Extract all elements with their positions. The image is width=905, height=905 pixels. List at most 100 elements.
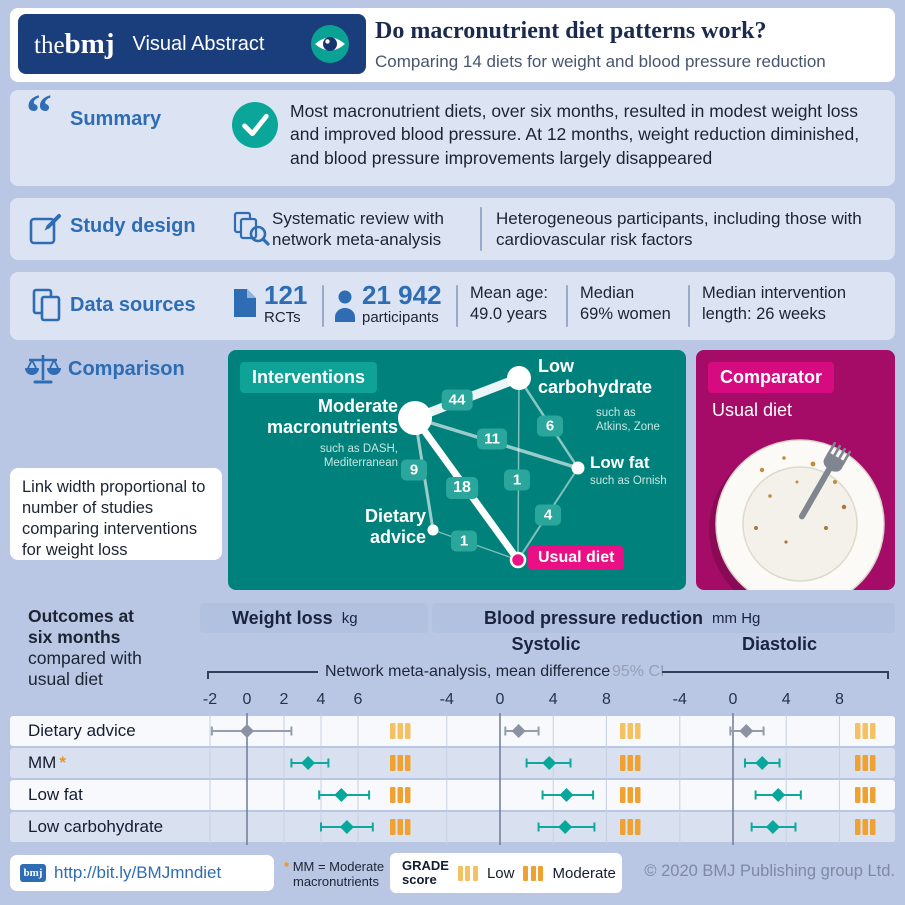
summary-text: Most macronutrient diets, over six month…	[290, 101, 860, 168]
table-row: Low carbohydrate	[10, 812, 895, 842]
label-line: Mediterranean	[323, 457, 398, 469]
blood-pressure-header: Blood pressure reduction mm Hg	[432, 603, 895, 633]
svg-text:0: 0	[729, 691, 738, 708]
sublabel-lf: such as Ornish	[590, 475, 667, 487]
label-low-carbohydrate: Low carbohydrate	[538, 356, 652, 398]
row-label-text: MM	[28, 753, 57, 772]
study-method: Systematic review with network meta-anal…	[272, 209, 444, 250]
ci-bracket-left	[207, 671, 318, 673]
footer-link-box: bmj http://bit.ly/BMJmndiet	[10, 855, 274, 891]
node-usual-diet	[509, 551, 527, 569]
svg-text:4: 4	[782, 691, 791, 708]
label-dietary-advice: Dietary advice	[365, 506, 426, 548]
comparator-text: Usual diet	[712, 400, 793, 420]
svg-text:2: 2	[280, 691, 289, 708]
note-text: Link width proportional to number of stu…	[22, 478, 206, 560]
fork-icon	[798, 441, 852, 520]
link-count-da-ud: 1	[451, 530, 477, 552]
intro-line: Outcomes at	[28, 606, 134, 626]
study-design-label: Study design	[70, 215, 196, 237]
logo-the: the	[34, 31, 65, 59]
label-line: such as	[596, 407, 636, 419]
grade-legend: GRADE score Low Moderate	[390, 853, 622, 893]
study-population: Heterogeneous participants, including th…	[496, 209, 862, 250]
svg-text:-2: -2	[203, 691, 217, 708]
footnote-marker: *	[59, 753, 66, 772]
link-count-mm-lf: 11	[477, 428, 507, 450]
weight-loss-title: Weight loss	[232, 607, 333, 628]
label-moderate-macronutrients: Moderate macronutrients	[267, 396, 398, 438]
intro-line: compared with	[28, 648, 142, 668]
search-documents-icon	[233, 211, 270, 246]
rcts-unit: RCTs	[264, 309, 301, 326]
stat-women: Median 69% women	[580, 283, 671, 324]
ci-bracket-tick	[207, 671, 209, 679]
bmj-logo-box: thebmj Visual Abstract	[18, 14, 366, 74]
participants-count: 21 942	[362, 280, 442, 310]
footnote-text: macronutrients	[293, 874, 379, 889]
header: thebmj Visual Abstract Do macronutrient …	[10, 8, 895, 82]
table-row: MM *	[10, 748, 895, 778]
documents-icon	[32, 288, 61, 322]
pencil-icon	[29, 214, 61, 245]
table-row: Low fat	[10, 780, 895, 810]
comparator-panel: Comparator Usual diet	[696, 350, 895, 590]
stat-line: Median	[580, 284, 635, 302]
logo-bmj: bmj	[64, 27, 115, 60]
data-sources-section: Data sources 121 RCTs 21 942 participant…	[10, 272, 895, 340]
study-design-section: Study design Systematic review with netw…	[10, 198, 895, 260]
divider	[322, 285, 324, 327]
link-count-mm-da: 9	[401, 459, 427, 481]
svg-text:6: 6	[354, 691, 363, 708]
link-count-lc-ud: 1	[504, 469, 530, 491]
weight-loss-header: Weight loss kg	[200, 603, 428, 633]
svg-text:0: 0	[243, 691, 252, 708]
table-row: Dietary advice	[10, 716, 895, 746]
intro-line: six months	[28, 627, 121, 647]
bmj-logo: thebmj	[34, 28, 115, 61]
sublabel-mm: such as DASH, Mediterranean	[320, 442, 398, 470]
ci-label: 95% CI	[612, 663, 665, 680]
link-count-mm-ud: 18	[446, 477, 478, 499]
systolic-label: Systolic	[511, 634, 581, 654]
row-label-low-carbohydrate: Low carbohydrate	[28, 817, 164, 836]
svg-text:8: 8	[602, 691, 611, 708]
link-count-lf-ud: 4	[535, 504, 561, 526]
usual-diet-chip: Usual diet	[528, 546, 625, 570]
footnote-marker: *	[284, 859, 290, 874]
svg-text:-4: -4	[440, 691, 454, 708]
label-line: Dietary	[364, 506, 426, 526]
meta-analysis-caption: Network meta-analysis, mean difference	[325, 663, 611, 680]
scales-icon	[25, 355, 61, 384]
label-line: macronutrients	[266, 417, 398, 437]
node-low-carbohydrate	[507, 366, 531, 390]
svg-text:-4: -4	[673, 691, 687, 708]
participants-unit: participants	[362, 309, 439, 326]
divider	[688, 285, 690, 327]
ci-bracket-tick	[887, 671, 889, 679]
link-width-note: Link width proportional to number of stu…	[10, 468, 222, 560]
svg-text:4: 4	[549, 691, 558, 708]
row-label-low-fat: Low fat	[28, 785, 83, 804]
stat-line: length: 26 weeks	[702, 304, 826, 323]
divider	[480, 207, 482, 251]
outcomes-intro: Outcomes at six months compared with usu…	[28, 606, 203, 690]
label-line: advice	[369, 527, 426, 547]
bp-unit: mm Hg	[712, 609, 761, 627]
bmj-mini-logo: bmj	[20, 864, 46, 882]
empty-plate-image	[709, 439, 885, 590]
sublabel-lc: such as Atkins, Zone	[596, 406, 660, 434]
label-line: Low	[538, 356, 574, 376]
stat-line: Median intervention	[702, 284, 847, 302]
svg-text:4: 4	[317, 691, 326, 708]
label-line: Moderate	[317, 396, 398, 416]
row-label-mm: MM *	[28, 748, 66, 778]
footer-link[interactable]: http://bit.ly/BMJmndiet	[54, 863, 222, 882]
grade-label: score	[402, 872, 437, 887]
diastolic-label: Diastolic	[741, 634, 818, 654]
label-low-fat: Low fat	[590, 453, 650, 472]
stat-length: Median intervention length: 26 weeks	[702, 283, 846, 324]
comparison-label: Comparison	[68, 358, 185, 380]
comparator-title: Comparator	[708, 362, 835, 393]
